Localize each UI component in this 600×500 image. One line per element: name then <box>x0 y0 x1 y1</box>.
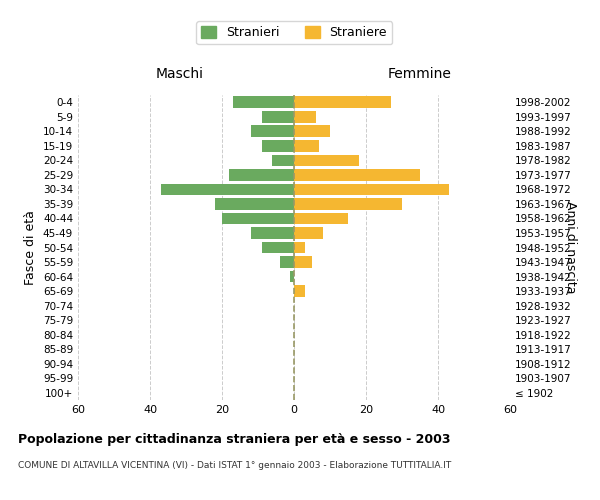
Bar <box>294 256 312 268</box>
Bar <box>294 212 348 224</box>
Bar <box>215 198 294 209</box>
Bar <box>233 96 294 108</box>
Bar <box>294 140 319 151</box>
Text: Maschi: Maschi <box>156 66 204 80</box>
Bar <box>229 169 294 180</box>
Bar <box>251 126 294 137</box>
Bar <box>294 286 305 297</box>
Bar <box>262 140 294 151</box>
Bar <box>280 256 294 268</box>
Bar <box>161 184 294 195</box>
Y-axis label: Fasce di età: Fasce di età <box>25 210 37 285</box>
Bar <box>294 154 359 166</box>
Y-axis label: Anni di nascita: Anni di nascita <box>564 201 577 294</box>
Bar <box>294 198 402 209</box>
Bar <box>294 242 305 254</box>
Text: COMUNE DI ALTAVILLA VICENTINA (VI) - Dati ISTAT 1° gennaio 2003 - Elaborazione T: COMUNE DI ALTAVILLA VICENTINA (VI) - Dat… <box>18 460 451 469</box>
Bar <box>251 227 294 239</box>
Bar <box>294 184 449 195</box>
Legend: Stranieri, Straniere: Stranieri, Straniere <box>196 21 392 44</box>
Text: Femmine: Femmine <box>388 66 452 80</box>
Bar <box>294 111 316 122</box>
Bar <box>262 111 294 122</box>
Bar <box>272 154 294 166</box>
Bar <box>294 126 330 137</box>
Bar <box>262 242 294 254</box>
Bar <box>290 270 294 282</box>
Bar <box>294 227 323 239</box>
Bar <box>294 169 420 180</box>
Bar <box>294 96 391 108</box>
Bar <box>222 212 294 224</box>
Text: Popolazione per cittadinanza straniera per età e sesso - 2003: Popolazione per cittadinanza straniera p… <box>18 432 451 446</box>
